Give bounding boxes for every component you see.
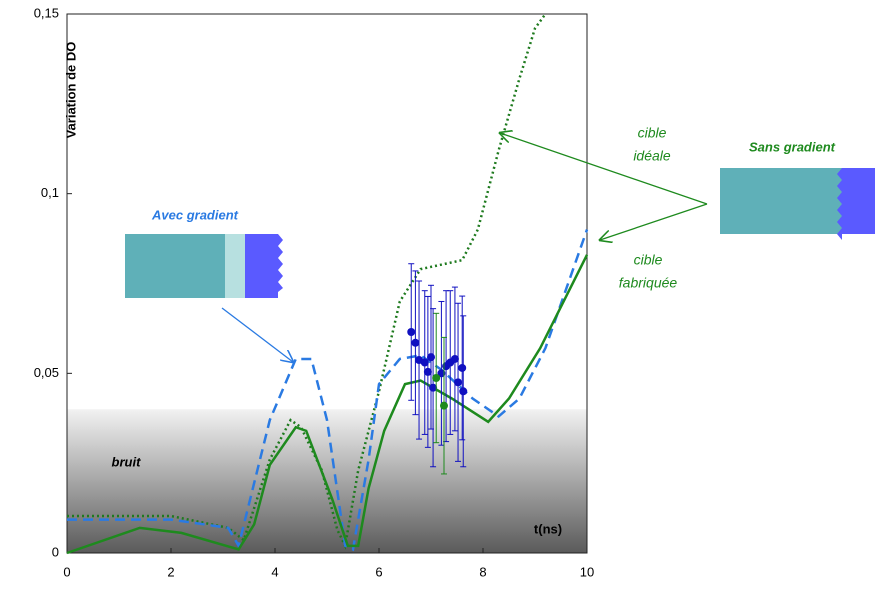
x-tick-label: 4 (271, 564, 278, 579)
y-tick-label: 0,15 (34, 5, 59, 20)
x-tick-label: 2 (167, 564, 174, 579)
noise-label: bruit (112, 454, 142, 469)
data-point (423, 367, 432, 376)
data-point (437, 369, 446, 378)
annotation: Avec gradient (151, 207, 239, 222)
data-point (458, 363, 467, 372)
data-point (432, 374, 441, 383)
x-tick-label: 6 (375, 564, 382, 579)
line-series (67, 13, 547, 550)
data-point (459, 387, 468, 396)
annotation: idéale (633, 148, 671, 164)
arrow (221, 307, 293, 362)
data-point (440, 401, 448, 410)
arrow (500, 133, 708, 205)
annotation: cible (634, 252, 663, 268)
y-tick-label: 0,05 (34, 365, 59, 380)
x-axis-label: t(ns) (534, 521, 562, 536)
data-point (427, 353, 435, 362)
noise-band (67, 409, 587, 553)
target-with-gradient (125, 234, 283, 298)
annotation: fabriquée (619, 275, 678, 291)
annotation: Sans gradient (749, 139, 836, 154)
data-point (407, 328, 416, 337)
data-point (454, 378, 463, 387)
data-point (450, 354, 459, 363)
y-axis-label: Variation de DO (63, 42, 78, 139)
annotation: cible (638, 125, 667, 141)
x-tick-label: 10 (580, 564, 594, 579)
arrow (600, 203, 708, 240)
data-point (411, 338, 420, 347)
line-series (66, 254, 589, 555)
plot-area: 0 0,05 0,1 0,15 0 2 4 6 8 10 (34, 5, 595, 579)
y-tick-label: 0,1 (41, 185, 59, 200)
target-without-gradient (720, 168, 875, 240)
data-point (420, 358, 429, 367)
data-point (429, 383, 438, 392)
y-tick-label: 0 (52, 544, 59, 559)
x-tick-label: 8 (479, 564, 486, 579)
plot-frame (66, 13, 588, 554)
x-tick-label: 0 (63, 564, 70, 579)
